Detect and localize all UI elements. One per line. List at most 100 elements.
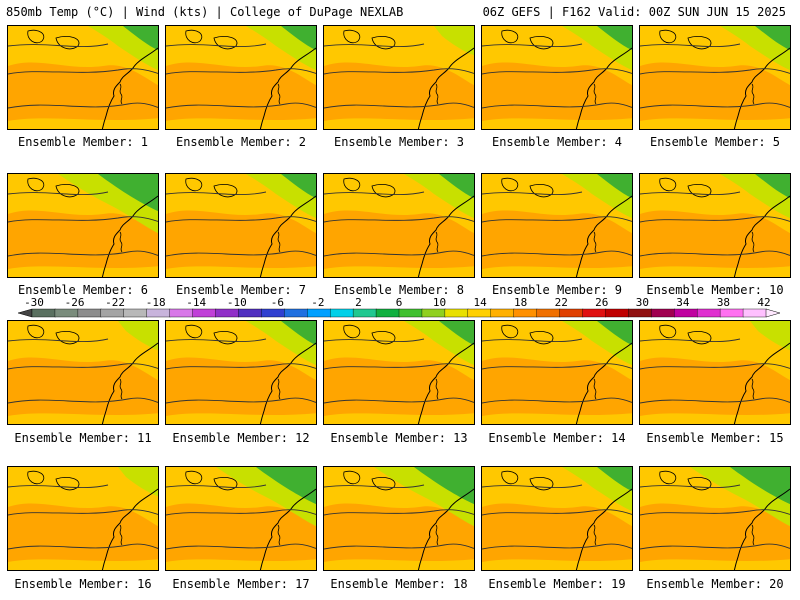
colorbar-swatch	[284, 308, 308, 318]
colorbar-tick-label: 30	[636, 296, 649, 309]
ensemble-member-label: Ensemble Member: 13	[330, 431, 468, 445]
colorbar-swatch	[238, 308, 263, 318]
warm-air-region	[482, 62, 632, 129]
ensemble-member-label: Ensemble Member: 4	[491, 135, 623, 149]
coastline	[259, 488, 316, 570]
ensemble-member-label: Ensemble Member: 9	[491, 283, 623, 297]
colorbar-swatch	[261, 308, 286, 318]
colorbar-tick-label: -2	[311, 296, 324, 309]
warm-air-region	[324, 210, 474, 277]
colorbar-tick-label: -18	[146, 296, 166, 309]
colorbar-tick-label: -26	[65, 296, 85, 309]
colorbar-swatch	[513, 308, 538, 318]
colorbar-swatch	[398, 308, 423, 318]
temperature-colorbar: -30 -26 -22 -18 -14 -10 -6 -2 2 6 10 14 18 22 26 30 34 38…	[17, 296, 781, 318]
colorbar-tick-label: 10	[433, 296, 446, 309]
coastline	[733, 47, 790, 129]
colorbar-swatch	[352, 308, 377, 318]
ensemble-member-map	[639, 173, 791, 278]
ensemble-member-label: Ensemble Member: 18	[330, 577, 468, 591]
warm-air-region	[482, 210, 632, 277]
ensemble-member-label: Ensemble Member: 7	[175, 283, 307, 297]
colorbar-tick-label: 26	[595, 296, 608, 309]
ensemble-member-label: Ensemble Member: 19	[488, 577, 626, 591]
ensemble-member-map	[165, 25, 317, 130]
colorbar-swatch	[100, 308, 125, 318]
ensemble-member-map	[481, 173, 633, 278]
colorbar-swatch	[146, 308, 171, 318]
warm-air-region	[8, 210, 158, 277]
colorbar-swatch	[628, 308, 653, 318]
ensemble-member-label: Ensemble Member: 15	[646, 431, 784, 445]
colorbar-tick-label: 42	[757, 296, 770, 309]
colorbar-left-arrow	[17, 308, 33, 318]
warm-air-region	[324, 357, 474, 424]
colorbar-swatch	[123, 308, 148, 318]
coastline	[417, 47, 474, 129]
coastline	[417, 195, 474, 277]
ensemble-member-map	[323, 320, 475, 425]
ensemble-member-map	[323, 466, 475, 571]
colorbar-swatch	[169, 308, 194, 318]
map-title: 850mb Temp (°C) | Wind (kts) | College o…	[6, 5, 404, 19]
coastline	[417, 342, 474, 424]
coastline	[101, 488, 158, 570]
colorbar-swatch	[467, 308, 492, 318]
ensemble-member-label: Ensemble Member: 6	[17, 283, 149, 297]
coastline	[101, 47, 158, 129]
colorbar-swatch	[54, 308, 79, 318]
colorbar-swatch	[696, 308, 721, 318]
warm-air-region	[640, 210, 790, 277]
colorbar-tick-label: -14	[186, 296, 206, 309]
colorbar-tick-label: 22	[555, 296, 568, 309]
coastline	[733, 342, 790, 424]
warm-air-region	[8, 503, 158, 570]
ensemble-member-map	[7, 466, 159, 571]
warm-air-region	[482, 503, 632, 570]
colorbar-swatch	[742, 308, 767, 318]
colorbar-swatch	[421, 308, 446, 318]
ensemble-member-map	[639, 25, 791, 130]
colorbar-right-arrow	[765, 308, 781, 318]
colorbar-swatch	[719, 308, 744, 318]
colorbar-tick-label: -30	[24, 296, 44, 309]
colorbar-swatch	[77, 308, 102, 318]
coastline	[575, 195, 632, 277]
colorbar-swatch	[605, 308, 630, 318]
coastline	[259, 195, 316, 277]
colorbar-tick-label: 18	[514, 296, 527, 309]
ensemble-member-label: Ensemble Member: 8	[333, 283, 465, 297]
coastline	[259, 47, 316, 129]
warm-air-region	[640, 62, 790, 129]
coastline	[101, 195, 158, 277]
colorbar-swatch	[536, 308, 561, 318]
colorbar-tick-label: 34	[676, 296, 690, 309]
ensemble-member-map	[7, 25, 159, 130]
coastline	[733, 195, 790, 277]
colorbar-swatch	[215, 308, 240, 318]
warm-air-region	[8, 357, 158, 424]
colorbar-swatch	[329, 308, 354, 318]
ensemble-member-map	[481, 466, 633, 571]
ensemble-member-label: Ensemble Member: 5	[649, 135, 781, 149]
ensemble-member-label: Ensemble Member: 3	[333, 135, 465, 149]
ensemble-member-label: Ensemble Member: 20	[646, 577, 784, 591]
colorbar-tick-label: 6	[396, 296, 403, 309]
coastline	[575, 47, 632, 129]
warm-air-region	[640, 503, 790, 570]
warm-air-region	[166, 357, 316, 424]
colorbar-tick-label: 38	[717, 296, 730, 309]
coastline	[417, 488, 474, 570]
colorbar-swatch	[651, 308, 675, 318]
ensemble-member-map	[7, 173, 159, 278]
ensemble-member-label: Ensemble Member: 2	[175, 135, 307, 149]
ensemble-member-label: Ensemble Member: 11	[14, 431, 152, 445]
colorbar-swatch	[674, 308, 698, 318]
colorbar-tick-label: 14	[473, 296, 487, 309]
warm-air-region	[166, 210, 316, 277]
warm-air-region	[324, 503, 474, 570]
colorbar-swatch	[490, 308, 515, 318]
warm-air-region	[640, 357, 790, 424]
ensemble-member-label: Ensemble Member: 1	[17, 135, 149, 149]
warm-air-region	[166, 503, 316, 570]
